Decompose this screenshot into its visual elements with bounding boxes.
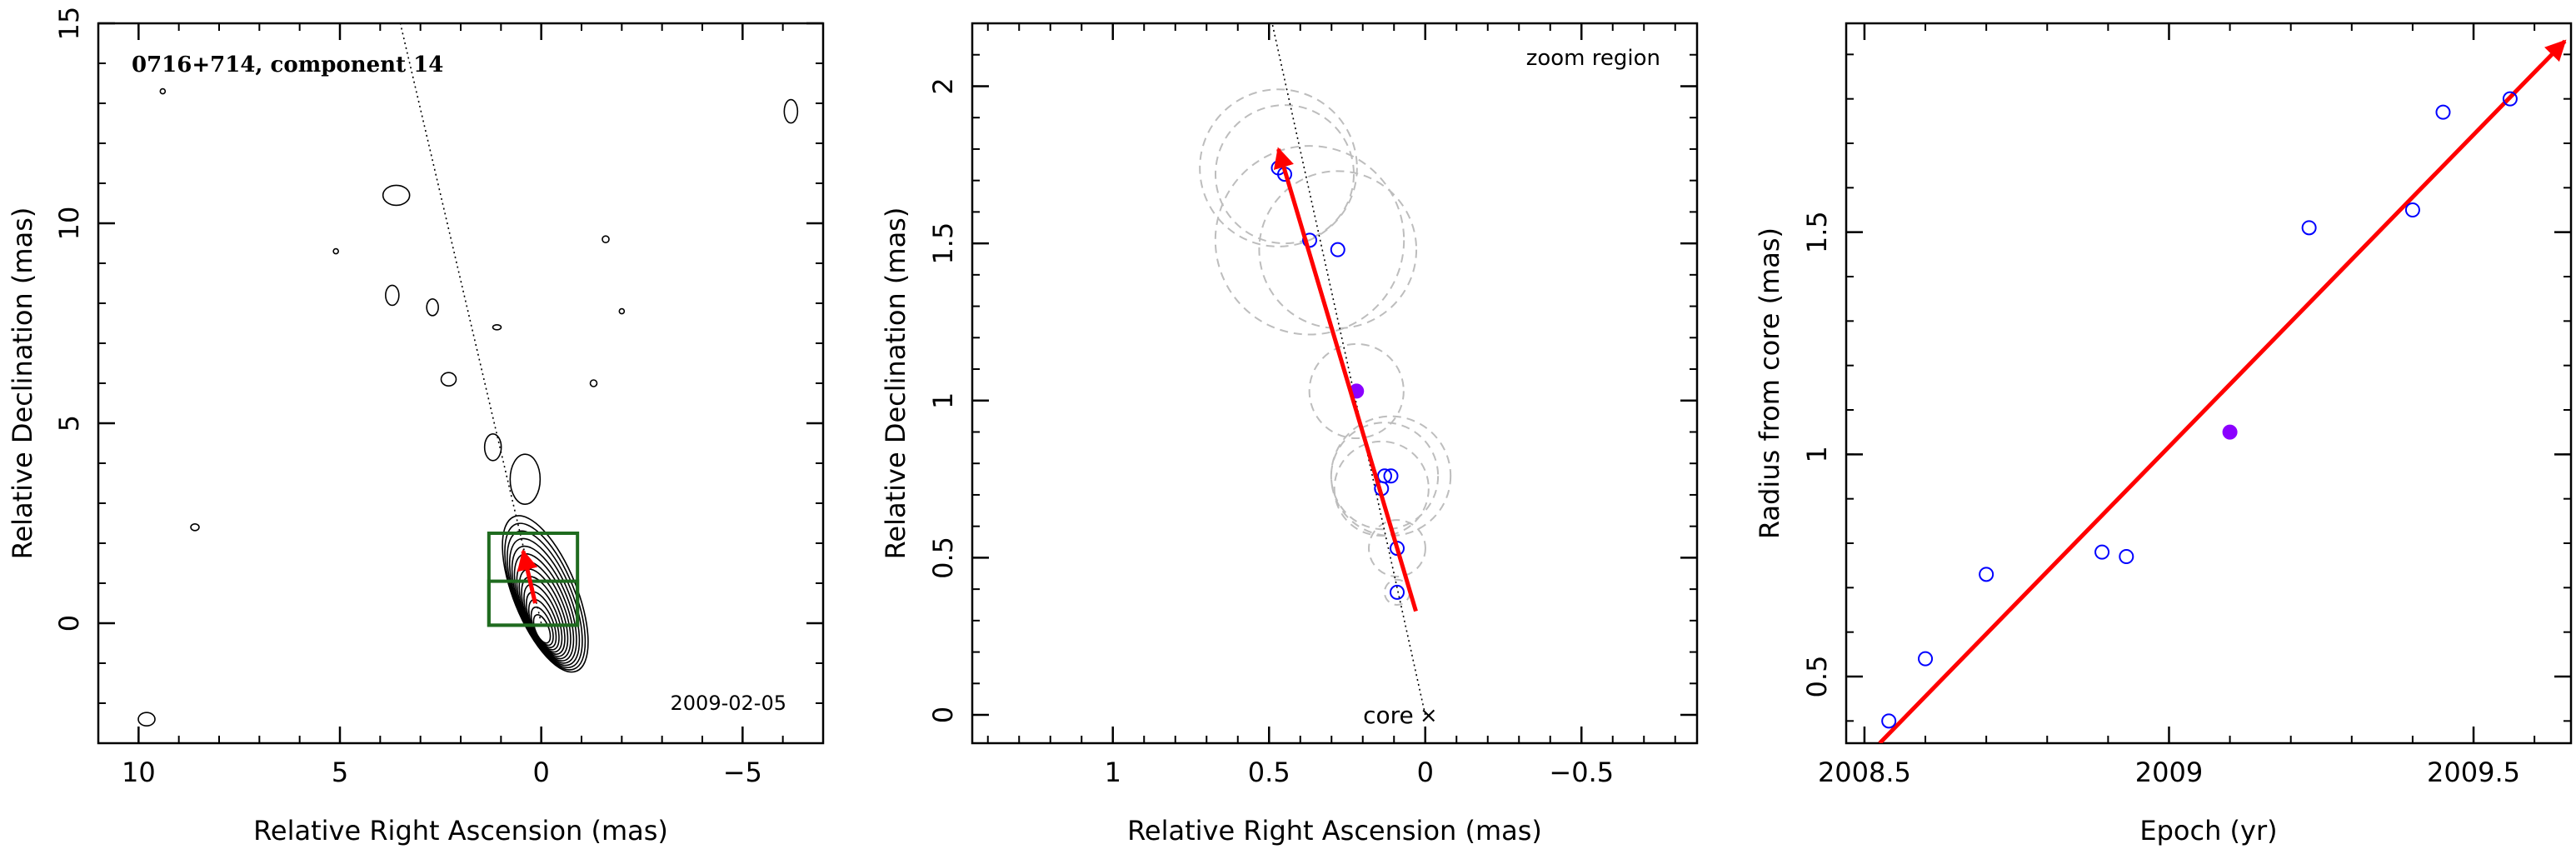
panel3-ylabel: Radius from core (mas) [1754, 227, 1785, 539]
component-size-circle [1368, 519, 1426, 578]
contour-island [426, 297, 439, 317]
panel1-date-label: 2009-02-05 [671, 692, 786, 715]
contour-map [137, 87, 799, 727]
y-tick-label: 0.5 [1801, 656, 1833, 698]
zoom-boxes [487, 532, 580, 627]
contour-island [137, 712, 156, 727]
component-size-circle [1199, 88, 1358, 247]
component-size-circle [1214, 145, 1405, 336]
radius-point [2119, 549, 2134, 564]
x-tick-label: −0.5 [1549, 757, 1614, 788]
panel1-xlabel: Relative Right Ascension (mas) [253, 815, 668, 847]
component-size-circle [1258, 170, 1418, 329]
component-size-circle [1214, 104, 1355, 245]
panel3-xlabel: Epoch (yr) [2139, 815, 2277, 847]
y-tick-label: 5 [53, 415, 85, 432]
x-tick-label: 5 [332, 757, 348, 788]
component-point [1377, 468, 1392, 484]
x-tick-label: 2009 [2135, 757, 2203, 788]
panel1-frame [97, 22, 825, 745]
component-point [1390, 584, 1405, 600]
x-tick-label: 2009.5 [2427, 757, 2520, 788]
y-tick-label: 15 [53, 7, 85, 41]
panel1-ticks: 10 5 0 −5 0 5 10 15 [53, 7, 824, 788]
panel1-title: 0716+714, component 14 [132, 52, 443, 77]
contour-island [783, 98, 799, 124]
contour-island [440, 372, 457, 387]
contour-island [589, 379, 598, 387]
y-tick-label: 0 [927, 707, 959, 723]
y-tick-label: 10 [53, 207, 85, 241]
panel-zoom-region: 1 0.5 0 −0.5 0 0.5 1 1.5 2 zoom region core × Re… [880, 22, 1699, 847]
motion-arrow [1273, 147, 1418, 612]
radius-point [2301, 220, 2317, 236]
contour-level [530, 606, 554, 647]
x-tick-label: 2008.5 [1818, 757, 1911, 788]
jet-direction-line [1271, 23, 1426, 716]
component-size-circle [1330, 422, 1440, 531]
radius-point [2435, 104, 2451, 120]
component-size-circles [1199, 88, 1452, 606]
panel2-ticks: 1 0.5 0 −0.5 0 0.5 1 1.5 2 [927, 22, 1697, 788]
y-tick-label: 1 [927, 392, 959, 409]
contour-island [190, 522, 200, 532]
x-tick-label: −5 [723, 757, 762, 788]
component-point [1330, 242, 1345, 257]
y-tick-label: 1.5 [927, 222, 959, 265]
y-tick-label: 1.5 [1801, 211, 1833, 253]
y-tick-label: 0.5 [927, 537, 959, 579]
x-tick-label: 10 [122, 757, 156, 788]
contour-island [382, 184, 411, 207]
radius-points [1881, 91, 2518, 729]
x-tick-label: 0 [532, 757, 549, 788]
y-tick-label: 1 [1801, 446, 1833, 462]
contour-island [602, 235, 610, 244]
radius-point [1918, 651, 1934, 667]
contour-island [618, 307, 626, 315]
radius-point [1881, 713, 1897, 729]
panel3-ticks: 2008.5 2009 2009.5 0.5 1 1.5 [1801, 23, 2571, 788]
x-tick-label: 0.5 [1248, 757, 1290, 788]
y-tick-label: 0 [53, 615, 85, 632]
zoom-region-annotation: zoom region [1526, 46, 1660, 71]
contour-island [385, 284, 400, 307]
panel2-ylabel: Relative Declination (mas) [880, 207, 911, 560]
panel3-frame [1845, 22, 2573, 745]
panel-contour-map: 10 5 0 −5 0 5 10 15 0716+714, component 14 2009… [7, 7, 825, 847]
radius-point [2404, 202, 2420, 217]
panel1-ylabel: Relative Declination (mas) [7, 207, 38, 560]
panel2-frame [971, 22, 1699, 745]
fit-arrow [1878, 39, 2567, 743]
contour-level [508, 537, 581, 667]
component-size-circle [1330, 415, 1452, 537]
zoom-box [487, 579, 580, 627]
contour-island [483, 432, 502, 462]
contour-island [492, 323, 502, 331]
highlight-point [2222, 424, 2238, 440]
component-points [1271, 160, 1405, 600]
x-tick-label: 0 [1417, 757, 1434, 788]
core-label: core [1363, 702, 1414, 729]
motion-arrow [517, 549, 538, 604]
contour-island [159, 87, 167, 95]
component-point [1383, 468, 1399, 484]
panel-radius-vs-epoch: 2008.5 2009 2009.5 0.5 1 1.5 Epoch (yr) Radiu… [1754, 22, 2573, 847]
contour-level [511, 545, 577, 664]
contour-island [509, 453, 542, 506]
radius-point [1979, 567, 1994, 582]
panel2-xlabel: Relative Right Ascension (mas) [1127, 815, 1542, 847]
x-tick-label: 1 [1105, 757, 1121, 788]
contour-island [332, 247, 339, 255]
core-marker: × [1420, 703, 1438, 728]
radius-point [2502, 91, 2518, 107]
contour-level [504, 522, 587, 671]
y-tick-label: 2 [927, 77, 959, 94]
component-size-circle [1308, 342, 1405, 440]
radius-point [2094, 544, 2110, 560]
